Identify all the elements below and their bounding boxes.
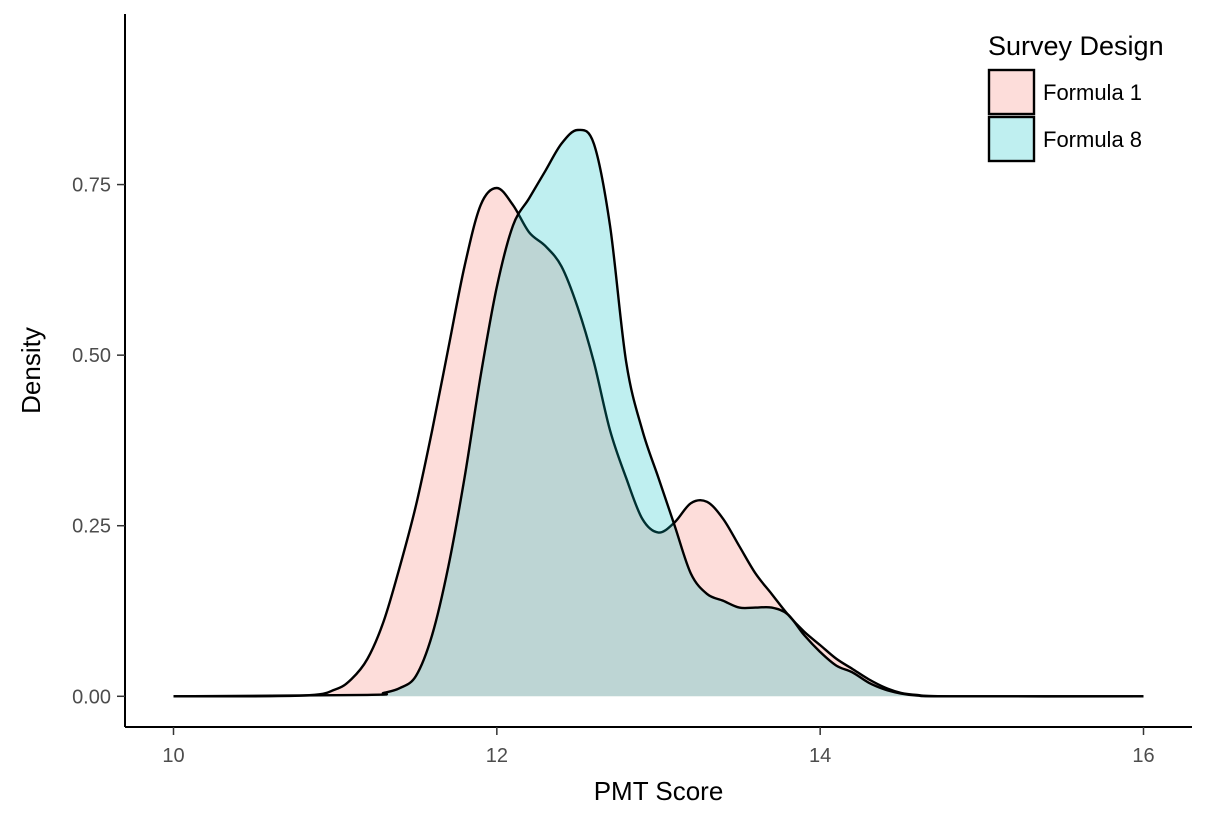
density-line-formula-8 [173,128,1144,698]
legend: Survey Design Formula 1 Formula 8 [987,31,1164,163]
x-axis-title: PMT Score [594,776,724,806]
x-tick-label: 12 [486,745,508,767]
density-series-layer [173,128,1144,698]
y-axis-title: Density [16,327,46,414]
x-tick-label: 14 [809,745,831,767]
legend-label: Formula 8 [1043,127,1142,152]
density-area-formula-1 [173,187,1144,697]
x-tick-label: 16 [1132,745,1154,767]
y-tick-label: 0.00 [72,686,111,708]
legend-swatch [987,68,1036,116]
x-tick-label: 10 [162,745,184,767]
legend-items: Formula 1 Formula 8 [987,68,1142,163]
legend-item-formula-8: Formula 8 [987,115,1142,163]
y-tick-label: 0.25 [72,516,111,538]
y-tick-label: 0.75 [72,175,111,197]
legend-label: Formula 1 [1043,80,1142,105]
density-line-formula-1 [173,186,1144,698]
legend-title: Survey Design [988,31,1164,61]
y-axis-ticks: 0.00 0.25 0.50 0.75 [72,175,125,708]
x-axis-ticks: 10 12 14 16 [162,727,1155,767]
y-tick-label: 0.50 [72,345,111,367]
legend-item-formula-1: Formula 1 [987,68,1142,116]
legend-swatch [987,115,1036,163]
density-area-formula-8 [173,129,1144,697]
